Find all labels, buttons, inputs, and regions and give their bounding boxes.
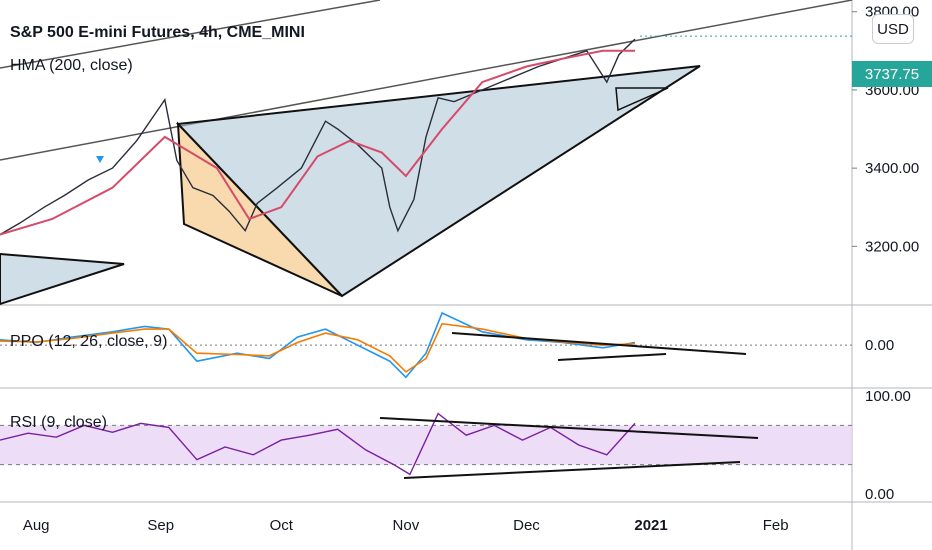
- time-axis-tick-label: Nov: [393, 517, 420, 534]
- ppo-signal-line: [0, 322, 636, 373]
- ppo-axis-tick-label: 0.00: [865, 337, 894, 354]
- ppo-legend[interactable]: PPO (12, 26, close, 9): [10, 333, 168, 350]
- rsi-trend-line-lower: [403, 461, 741, 479]
- chart-title: S&P 500 E-mini Futures, 4h, CME_MINI: [10, 24, 305, 41]
- time-axis-tick-label: Aug: [23, 517, 50, 534]
- marker-triangle: [96, 156, 104, 163]
- rsi-band: [0, 425, 852, 465]
- price-series-line: [0, 38, 636, 236]
- rsi-axis-tick-label: 0.00: [865, 486, 894, 503]
- rsi-trend-line-upper: [379, 417, 759, 439]
- time-axis-tick-label: Oct: [270, 517, 294, 534]
- price-axis-tick-label: 3400.00: [865, 160, 919, 177]
- time-axis-tick-label: Dec: [513, 517, 540, 534]
- ppo-trend-line-upper: [451, 332, 747, 355]
- time-axis-tick-label: Feb: [763, 517, 789, 534]
- rsi-axis-tick-label: 100.00: [865, 388, 911, 405]
- flag-drawing: [176, 121, 343, 297]
- ppo-trend-line-lower: [557, 353, 667, 361]
- lower-left-wedge-drawing: [0, 252, 125, 306]
- price-axis-tick-label: 3200.00: [865, 238, 919, 255]
- rising-wedge-drawing: [175, 65, 701, 298]
- currency-button[interactable]: USD: [872, 14, 914, 44]
- small-pattern-drawing: [615, 87, 669, 112]
- rsi-legend[interactable]: RSI (9, close): [10, 414, 107, 431]
- time-axis-tick-label: Sep: [147, 517, 174, 534]
- time-axis-tick-label: 2021: [634, 517, 667, 534]
- hma-series-line: [0, 49, 635, 236]
- rsi-line: [0, 412, 636, 476]
- trend-line-upper-1: [0, 0, 381, 69]
- hma-legend[interactable]: HMA (200, close): [10, 57, 133, 74]
- last-price-badge: 3737.75: [852, 61, 932, 87]
